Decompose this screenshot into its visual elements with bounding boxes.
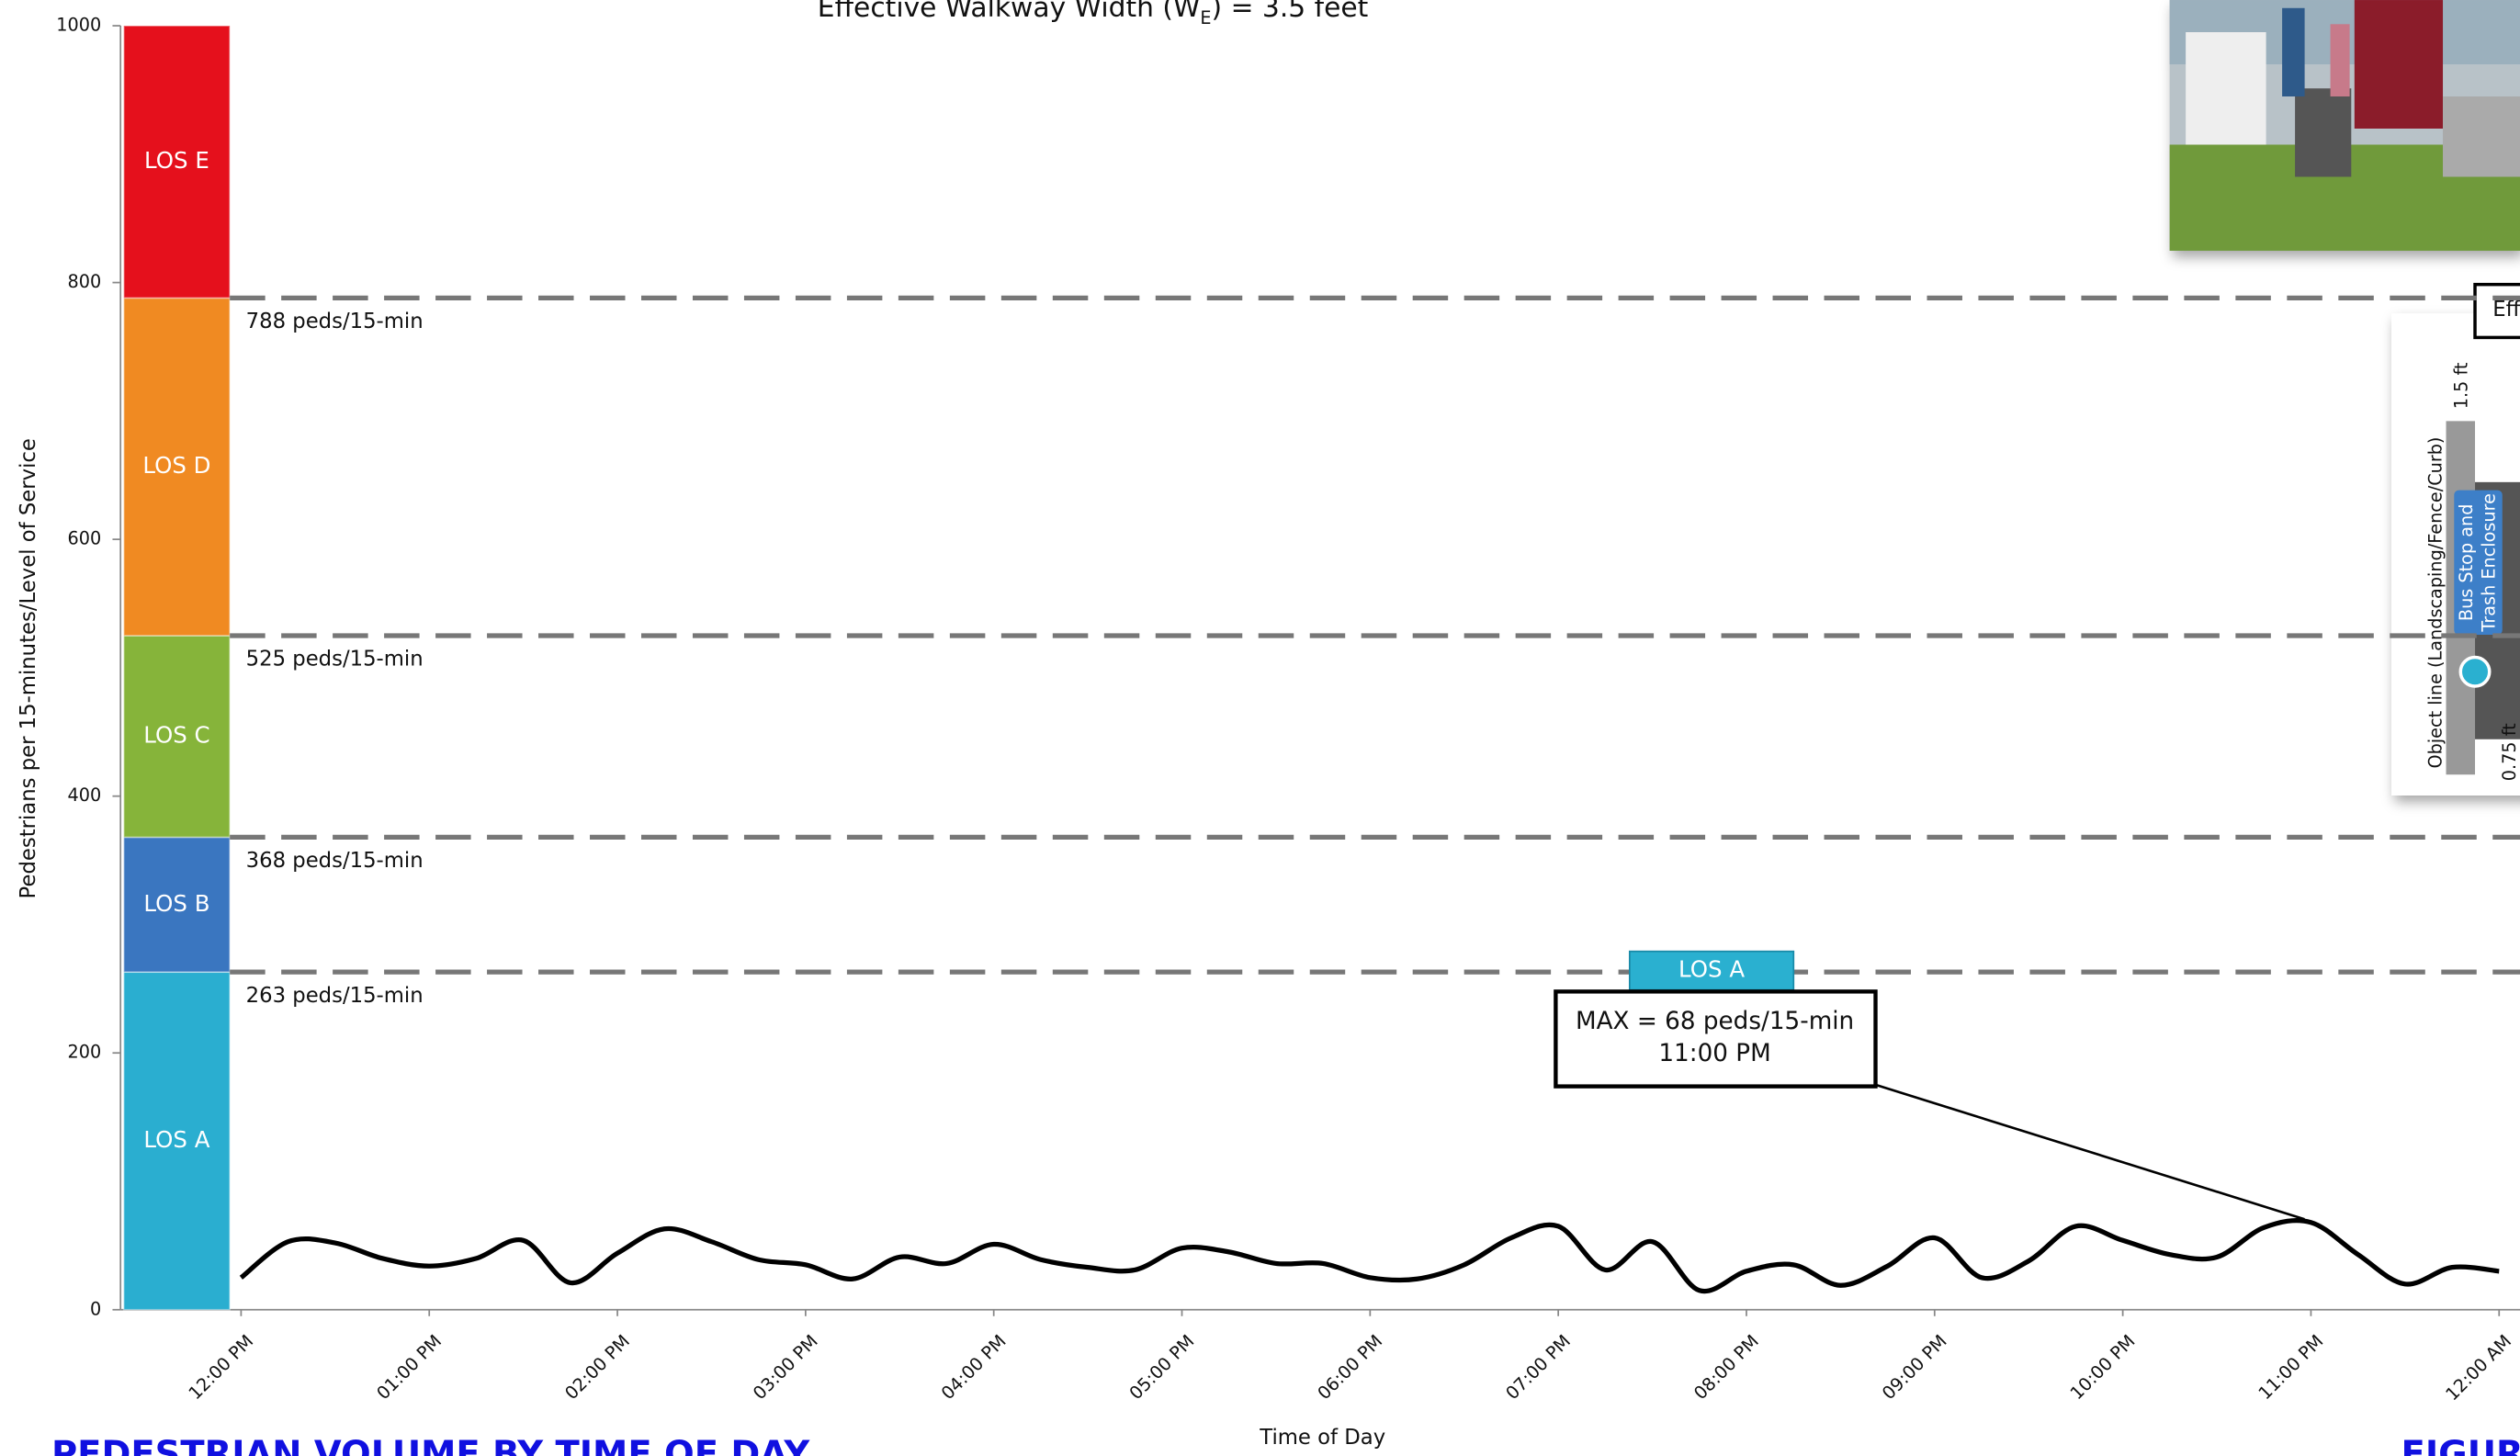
x-tick-label: 04:00 PM (937, 1330, 1011, 1404)
max-box (1554, 989, 1878, 1089)
y-tick-label: 800 (67, 271, 101, 292)
chart-title: Effective Walkway Width (WE) = 3.5 feet (818, 0, 1369, 28)
max-label: MAX = 68 peds/15-min (1576, 1008, 1854, 1035)
diagram-box-label: Eff (2492, 298, 2520, 322)
x-tick-label: 09:00 PM (1878, 1330, 1951, 1404)
y-tick-label: 1000 (56, 15, 101, 36)
los-band (122, 297, 232, 637)
title-part: Effective Walkway Width (W (818, 0, 1201, 23)
x-tick-label: 08:00 PM (1689, 1330, 1763, 1404)
x-tick-label: 12:00 PM (185, 1330, 258, 1404)
footer-title: PEDESTRIAN VOLUME BY TIME OF DAY (51, 1433, 810, 1456)
los-band-label: LOS A (143, 1126, 209, 1153)
x-tick-label: 07:00 PM (1501, 1330, 1575, 1404)
threshold-label: 525 peds/15-min (246, 648, 424, 672)
los-band (122, 836, 232, 974)
los-band-label: LOS B (143, 890, 209, 917)
title-part: ) = 3.5 feet (1212, 0, 1369, 23)
los-band-label: LOS C (143, 722, 209, 749)
dimension: 1.5 ft (2451, 362, 2472, 409)
los-band-label: LOS D (142, 452, 210, 479)
threshold-label: 788 peds/15-min (246, 310, 424, 333)
obstruction-label: Bus Stop and (2456, 504, 2477, 622)
leader-line (1875, 1083, 2305, 1221)
x-tick-label: 01:00 PM (372, 1330, 446, 1404)
walkway-diagram: Eff 1.5 ft Object line (Landscaping/Fenc… (2391, 282, 2520, 796)
obstruction-label: Trash Enclosure (2478, 493, 2499, 633)
los-band (122, 635, 232, 839)
threshold-label: 263 peds/15-min (246, 984, 424, 1008)
y-axis-label: Pedestrians per 15-minutes/Level of Serv… (17, 438, 40, 898)
y-tick-label: 400 (67, 784, 101, 806)
los-band (122, 971, 232, 1311)
object-line-label: Object line (Landscaping/Fence/Curb) (2425, 437, 2447, 769)
max-label: 11:00 PM (1658, 1040, 1770, 1067)
x-tick-label: 05:00 PM (1125, 1330, 1199, 1404)
y-tick-label: 200 (67, 1042, 101, 1063)
x-tick-label: 10:00 PM (2066, 1330, 2140, 1404)
footer-figure: FIGUR (2401, 1433, 2520, 1456)
x-axis-label: Time of Day (1259, 1426, 1385, 1450)
dimension: 0.75 ft (2499, 723, 2520, 781)
threshold-label: 368 peds/15-min (246, 849, 424, 873)
photo (2169, 0, 2520, 251)
los-callout-label: LOS A (1678, 956, 1745, 983)
title-part: E (1200, 7, 1211, 28)
los-band (122, 25, 232, 299)
data-line (239, 1218, 2500, 1294)
x-tick-label: 12:00 AM (2441, 1330, 2515, 1405)
y-tick-label: 0 (90, 1298, 101, 1319)
x-tick-label: 02:00 PM (560, 1330, 634, 1404)
x-tick-label: 11:00 PM (2254, 1330, 2328, 1404)
x-tick-label: 03:00 PM (749, 1330, 822, 1404)
y-tick-label: 600 (67, 528, 101, 549)
los-band-label: LOS E (144, 147, 209, 174)
x-tick-label: 06:00 PM (1314, 1330, 1387, 1404)
